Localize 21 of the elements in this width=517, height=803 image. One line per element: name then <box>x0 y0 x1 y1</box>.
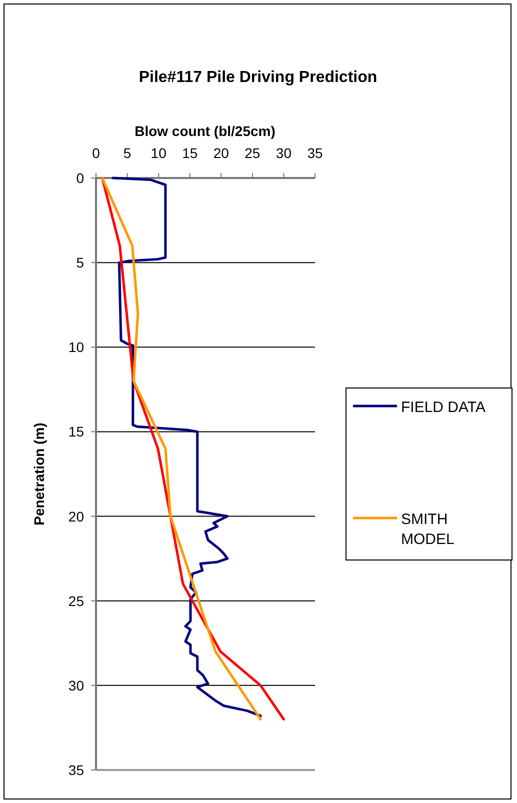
chart-title: Pile#117 Pile Driving Prediction <box>138 69 378 86</box>
x-tick-label: 20 <box>213 145 230 161</box>
x-tick-label: 30 <box>276 145 292 161</box>
legend-label: FIELD DATA <box>401 399 486 416</box>
x-tick-label: 10 <box>150 145 167 161</box>
y-tick-label: 0 <box>76 170 84 186</box>
y-tick-label: 25 <box>68 592 84 609</box>
y-tick-label: 20 <box>68 508 84 524</box>
x-tick-label: 25 <box>244 145 260 161</box>
y-tick-label: 35 <box>68 762 84 778</box>
y-tick-label: 30 <box>68 677 84 694</box>
y-tick-label: 10 <box>68 339 84 356</box>
x-axis-title: Blow count (bl/25cm) <box>134 123 276 139</box>
x-tick-label: 5 <box>123 145 132 161</box>
x-tick-label: 35 <box>307 145 323 161</box>
legend-label: SMITH MODEL <box>401 511 454 548</box>
x-tick-label: 15 <box>182 145 198 161</box>
y-tick-label: 5 <box>76 254 84 271</box>
y-axis-title: Penetration (m) <box>31 422 47 526</box>
y-tick-label: 15 <box>68 424 84 440</box>
x-tick-label: 0 <box>92 145 100 161</box>
